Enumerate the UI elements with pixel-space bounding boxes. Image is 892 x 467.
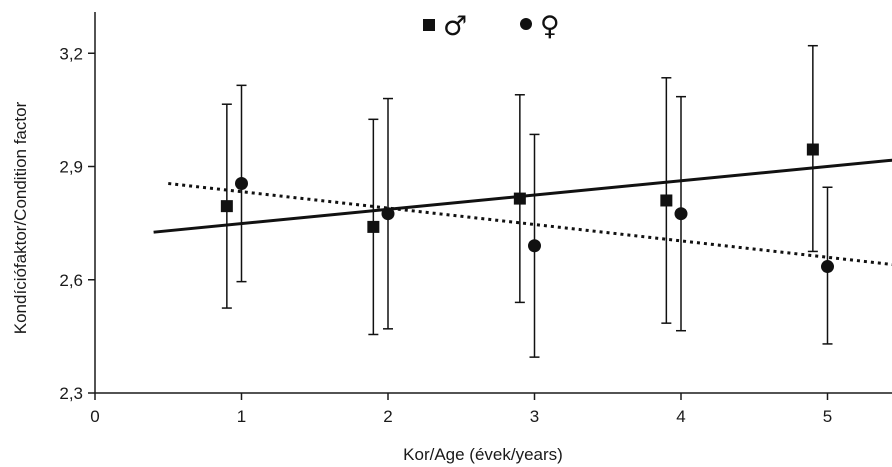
female-data-point <box>528 239 541 253</box>
y-tick-label: 2,6 <box>59 271 83 290</box>
male-data-point <box>660 194 673 207</box>
legend: ♂ ♀ <box>423 11 560 42</box>
y-tick-label: 2,9 <box>59 158 83 177</box>
x-tick-label: 2 <box>383 407 392 426</box>
female-data-point <box>674 207 688 221</box>
female-data-point <box>381 207 395 221</box>
axes <box>88 12 892 400</box>
female-data-point <box>235 176 248 190</box>
x-tick-label: 0 <box>90 407 99 426</box>
data-points <box>220 143 834 274</box>
y-tick-label: 3,2 <box>59 44 83 63</box>
male-data-point <box>806 143 819 156</box>
female-trendline <box>168 181 892 266</box>
y-tick-label: 2,3 <box>59 384 83 403</box>
legend-square-marker <box>423 19 435 31</box>
male-data-point <box>367 220 380 233</box>
y-axis-title: Kondíciófaktor/Condition factor <box>11 101 30 334</box>
female-data-point <box>821 260 834 274</box>
x-tick-label: 5 <box>823 407 832 426</box>
legend-circle-marker <box>520 18 532 30</box>
x-tick-label: 3 <box>530 407 539 426</box>
x-tick-label: 4 <box>676 407 685 426</box>
legend-label-female: ♀ <box>540 11 560 42</box>
legend-label-male: ♂ <box>443 11 467 42</box>
error-bars <box>221 44 833 358</box>
tick-labels: 2,3 2,6 2,9 3,2 0 1 2 3 4 5 <box>59 44 832 426</box>
male-data-point <box>513 192 526 205</box>
x-tick-label: 1 <box>237 407 246 426</box>
x-axis-title: Kor/Age (évek/years) <box>403 445 563 464</box>
male-data-point <box>220 200 233 213</box>
trendlines <box>153 158 892 266</box>
